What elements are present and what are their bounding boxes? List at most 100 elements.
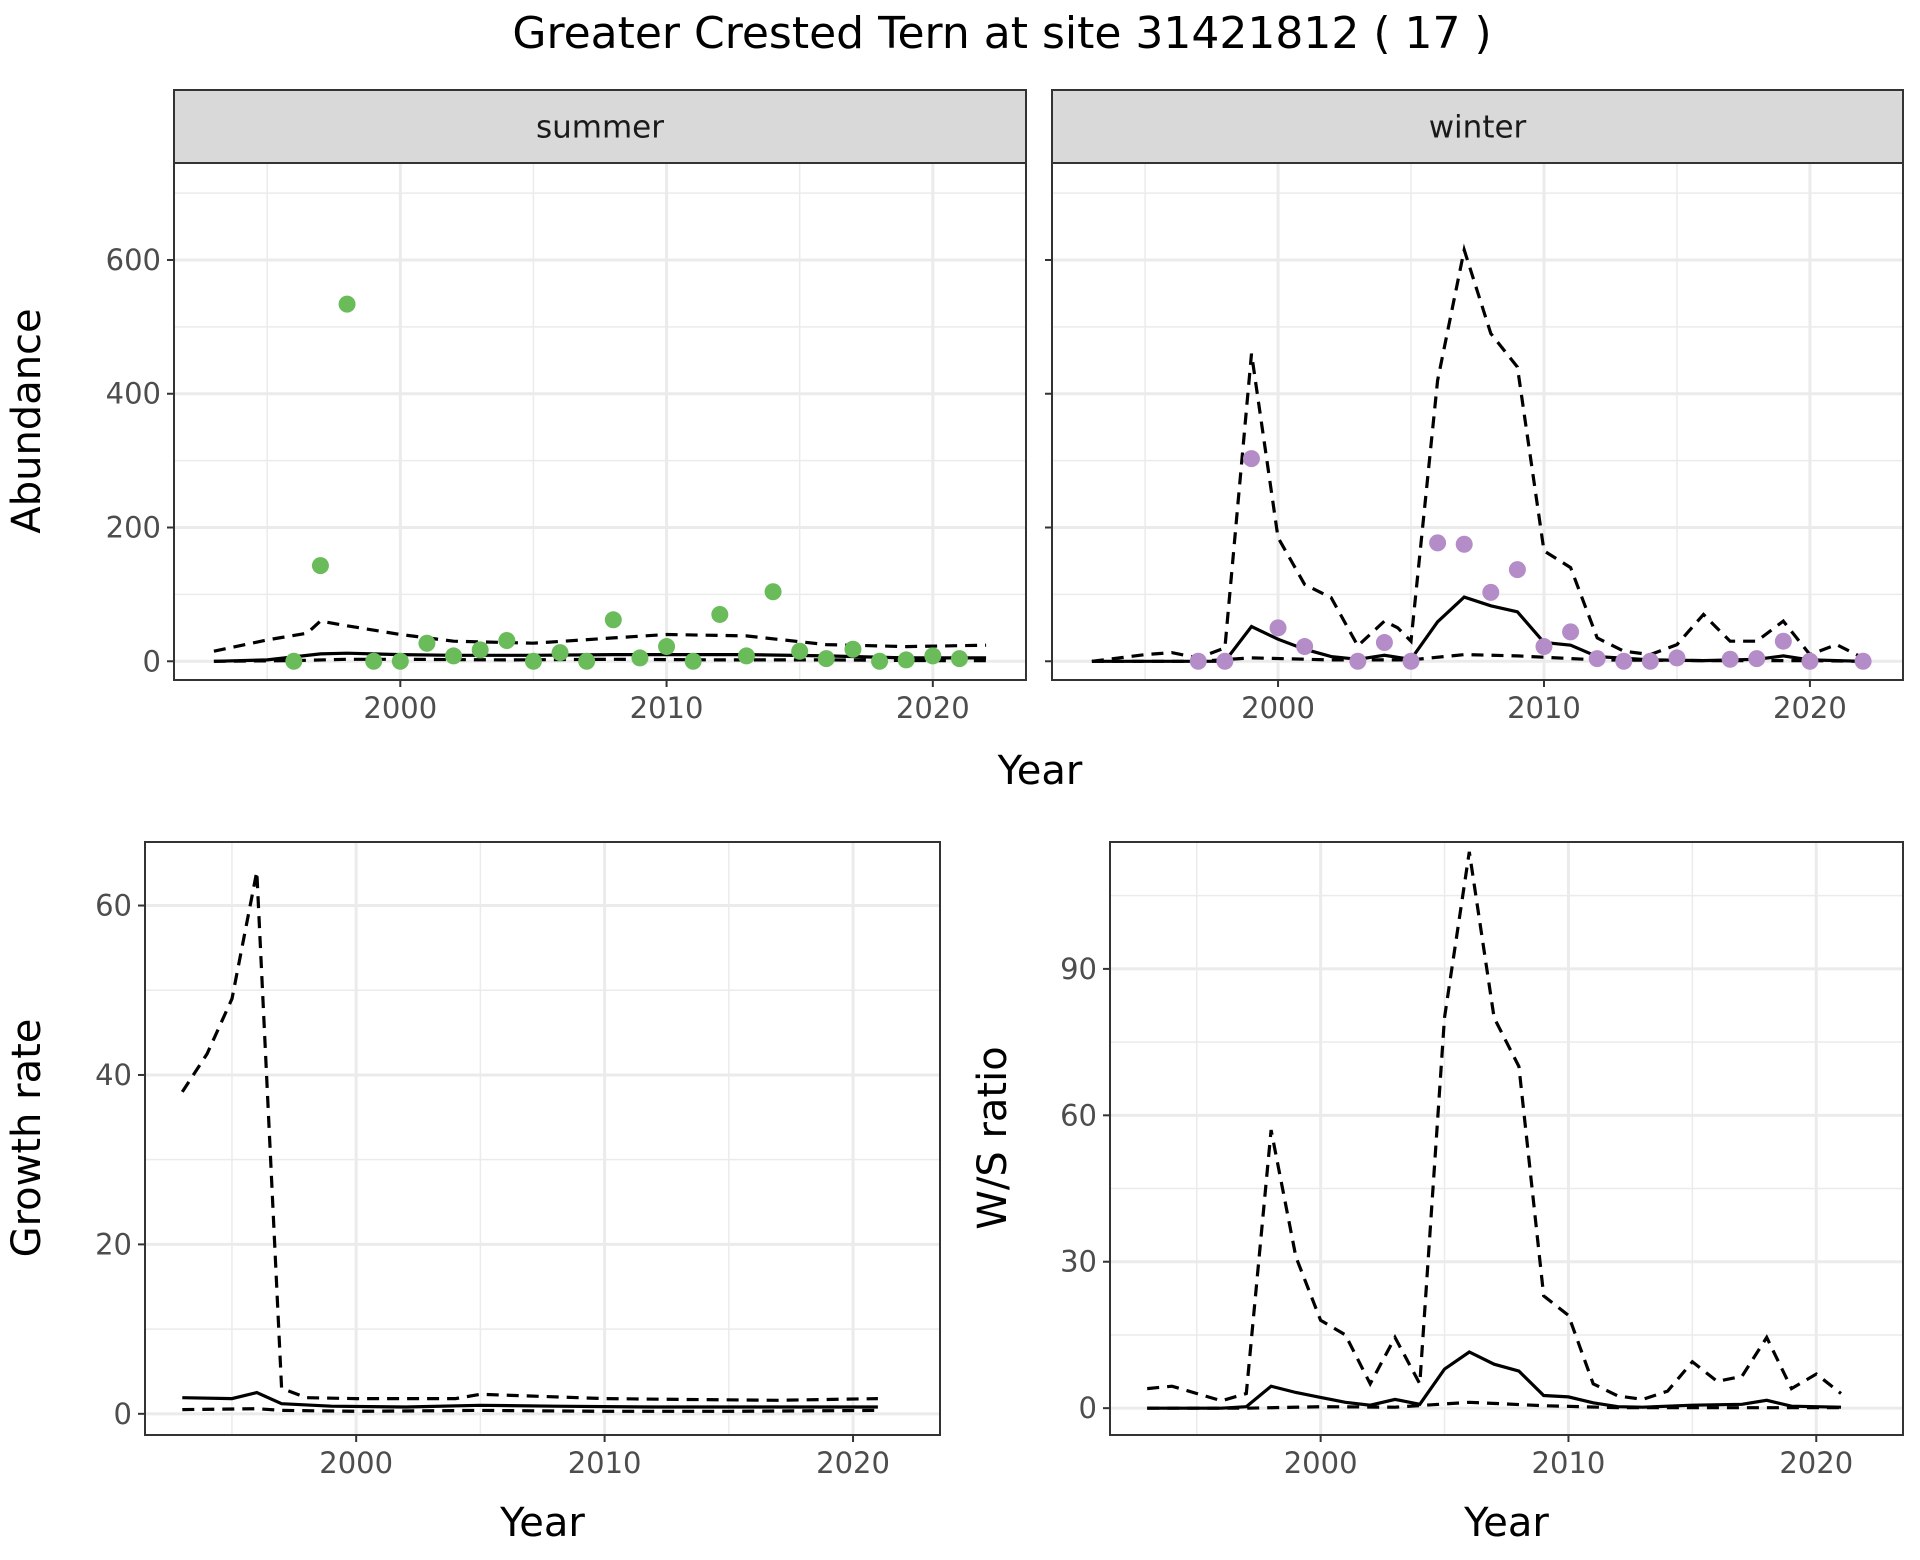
y-tick-label: 0 [143, 644, 161, 678]
y-axis [1045, 258, 1052, 663]
data-point [1721, 650, 1739, 668]
data-point [604, 611, 622, 629]
data-point [817, 650, 835, 668]
data-point [684, 652, 702, 670]
data-point [1508, 561, 1526, 579]
y-tick-label: 20 [95, 1227, 132, 1261]
observed-points [1189, 450, 1872, 670]
series-lines [1147, 851, 1842, 1410]
data-point [285, 652, 303, 670]
panel-3: 2000 2010 2020 0 20 40 60 Growth rate Year [4, 841, 941, 1546]
interval-line-3 [182, 1407, 878, 1413]
x-axis-title: Year [1463, 1500, 1549, 1546]
data-point [658, 638, 676, 656]
y-axis-title: Growth rate [4, 1019, 50, 1258]
y-axis: 0 30 60 90 [1060, 952, 1110, 1425]
panel-background [145, 842, 940, 1435]
top-row-x-axis-title: Year [997, 748, 1083, 794]
y-tick-label: 0 [1079, 1391, 1097, 1425]
y-tick-label: 0 [114, 1397, 132, 1431]
data-point [1375, 634, 1393, 652]
x-tick-label: 2000 [1241, 691, 1315, 725]
data-point [631, 649, 649, 667]
y-axis-title: W/S ratio [970, 1046, 1016, 1229]
interval-line-2 [1147, 851, 1842, 1403]
panel-background [1110, 842, 1903, 1435]
data-point [711, 605, 729, 623]
minor-gridlines [174, 163, 1026, 680]
data-point [1242, 450, 1260, 468]
data-point [524, 652, 542, 670]
interval-line-2 [180, 871, 878, 1402]
x-tick-label: 2020 [816, 1446, 890, 1480]
data-point [1774, 632, 1792, 650]
data-point [365, 652, 383, 670]
facet-strip-label: winter [1429, 110, 1527, 146]
series-lines [180, 871, 878, 1413]
data-point [1562, 623, 1580, 641]
estimate-line-1 [182, 1390, 878, 1409]
data-point [1216, 652, 1234, 670]
x-axis: 2000 2010 2020 [1284, 1435, 1853, 1480]
panel-1: summer 2000 2010 2020 0 200 400 600 Abundance [4, 89, 1027, 725]
x-tick-label: 2020 [896, 691, 970, 725]
data-point [737, 647, 755, 665]
data-point [338, 295, 356, 313]
data-point [391, 652, 409, 670]
panel-border [1109, 841, 1904, 1436]
x-tick-label: 2000 [1284, 1446, 1358, 1480]
data-point [897, 651, 915, 669]
facet-strip [173, 89, 1027, 164]
x-tick-label: 2000 [363, 691, 437, 725]
data-point [791, 642, 809, 660]
data-point [924, 647, 942, 665]
x-axis: 2000 2010 2020 [319, 1435, 890, 1480]
data-point [551, 644, 569, 662]
data-point [578, 652, 596, 670]
major-gridlines [145, 842, 940, 1435]
data-point [1615, 652, 1633, 670]
data-point [1269, 619, 1287, 637]
x-tick-label: 2010 [568, 1446, 642, 1480]
minor-gridlines [145, 842, 940, 1435]
minor-gridlines [1110, 842, 1903, 1435]
x-tick-label: 2000 [319, 1446, 393, 1480]
data-point [1402, 652, 1420, 670]
interval-line-3 [1091, 652, 1864, 663]
data-point [1296, 638, 1314, 656]
data-point [764, 583, 782, 601]
y-tick-label: 400 [106, 377, 161, 411]
data-point [844, 640, 862, 658]
y-tick-label: 30 [1060, 1245, 1097, 1279]
data-point [1535, 638, 1553, 656]
y-tick-label: 90 [1060, 952, 1097, 986]
x-tick-label: 2010 [1532, 1446, 1606, 1480]
y-axis-title: Abundance [4, 308, 50, 533]
data-point [1588, 650, 1606, 668]
interval-line-3 [1147, 1400, 1841, 1410]
observed-points [285, 295, 968, 670]
facet-strip-label: summer [536, 110, 664, 146]
data-point [498, 632, 516, 650]
data-point [311, 557, 329, 575]
data-point [1482, 583, 1500, 601]
minor-gridlines [1052, 163, 1903, 680]
x-axis-title: Year [499, 1500, 585, 1546]
y-tick-label: 60 [1060, 1098, 1097, 1132]
interval-line-2 [1091, 243, 1864, 663]
panel-background [174, 163, 1026, 680]
y-tick-label: 600 [106, 243, 161, 277]
data-point [1668, 649, 1686, 667]
data-point [1854, 652, 1872, 670]
x-tick-label: 2010 [1507, 691, 1581, 725]
data-point [871, 652, 889, 670]
x-axis: 2000 2010 2020 [363, 680, 970, 725]
x-axis: 2000 2010 2020 [1241, 680, 1847, 725]
facet-strip [1051, 89, 1904, 164]
y-axis: 0 200 400 600 [106, 243, 174, 678]
data-point [1801, 652, 1819, 670]
data-point [1349, 652, 1367, 670]
data-point [1429, 534, 1447, 552]
y-tick-label: 40 [95, 1058, 132, 1092]
